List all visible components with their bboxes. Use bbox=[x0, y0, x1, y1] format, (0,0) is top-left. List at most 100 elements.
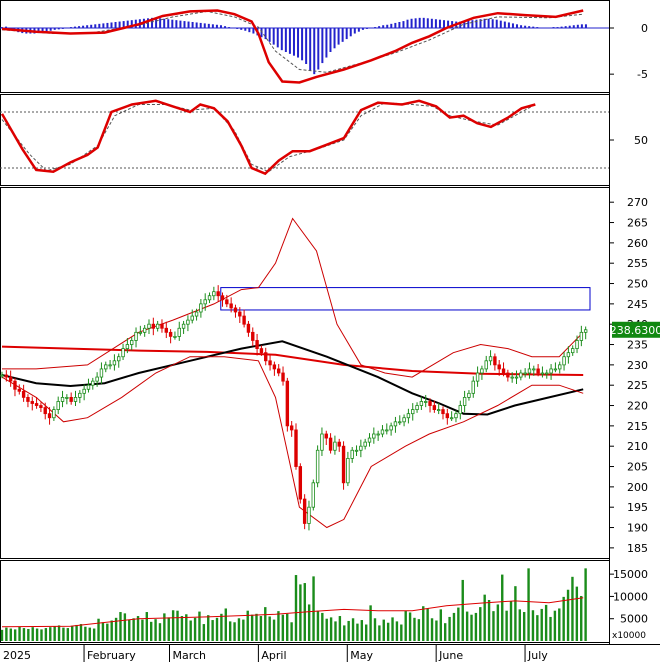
volume-bar bbox=[553, 610, 557, 641]
volume-bar bbox=[443, 623, 447, 641]
volume-bar bbox=[53, 626, 56, 641]
candle-body bbox=[527, 368, 532, 374]
volume-bar bbox=[307, 604, 311, 641]
volume-bar bbox=[417, 619, 421, 641]
candle-body bbox=[532, 368, 536, 371]
bollinger-lower-band bbox=[1, 356, 584, 529]
volume-bar bbox=[408, 612, 412, 641]
candle-body bbox=[441, 409, 445, 415]
volume-bar bbox=[457, 607, 460, 641]
volume-bar bbox=[294, 575, 298, 641]
volume-bar bbox=[509, 601, 513, 641]
volume-bar bbox=[382, 619, 385, 641]
volume-bar bbox=[171, 610, 175, 641]
volume-bar bbox=[259, 616, 263, 641]
bollinger-upper-band bbox=[2, 217, 584, 378]
price-tick-label: 225 bbox=[627, 379, 648, 392]
candle-body bbox=[216, 291, 220, 297]
volume-bar bbox=[255, 613, 258, 641]
candle-body bbox=[285, 380, 290, 427]
candle-body bbox=[91, 380, 95, 386]
volume-bar bbox=[571, 576, 574, 641]
volume-bar bbox=[566, 589, 570, 641]
candle-body bbox=[203, 299, 207, 305]
volume-bar bbox=[250, 614, 254, 641]
candle-body bbox=[506, 372, 510, 378]
price-tick-label: 220 bbox=[627, 400, 648, 413]
volume-bar bbox=[167, 617, 170, 641]
candle-body bbox=[99, 368, 104, 378]
volume-bar bbox=[272, 619, 276, 641]
x-axis: 2025 February March April May June July bbox=[3, 644, 548, 662]
candle-body bbox=[86, 384, 91, 390]
volume-bar bbox=[268, 616, 271, 641]
volume-bar bbox=[207, 615, 210, 641]
stochastic-panel: 50 bbox=[0, 99, 648, 176]
volume-bar bbox=[106, 623, 109, 641]
candle-body bbox=[272, 364, 277, 370]
volume-bar bbox=[378, 625, 381, 641]
volume-panel: 15000 10000 5000 x10000 bbox=[0, 568, 648, 641]
candle-body bbox=[60, 396, 65, 402]
volume-bar bbox=[413, 617, 416, 641]
candle-body bbox=[207, 295, 212, 301]
volume-bar bbox=[531, 610, 535, 641]
candle-body bbox=[43, 407, 47, 415]
price-tick-label: 260 bbox=[627, 237, 648, 250]
candle-body bbox=[233, 307, 238, 313]
candle-body bbox=[389, 425, 393, 431]
candle-body bbox=[549, 368, 553, 374]
candle-body bbox=[281, 372, 285, 382]
volume-bar bbox=[465, 611, 469, 641]
candle-body bbox=[302, 498, 307, 524]
volume-bar bbox=[329, 617, 333, 641]
candle-body bbox=[359, 445, 363, 451]
price-tick-label: 195 bbox=[627, 501, 648, 514]
candle-body bbox=[39, 405, 43, 408]
price-tick-label: 205 bbox=[627, 461, 648, 474]
volume-tick-label: 5000 bbox=[620, 613, 648, 626]
candle-body bbox=[393, 421, 398, 427]
volume-bar bbox=[163, 613, 166, 641]
candle-body bbox=[264, 352, 268, 362]
volume-bar bbox=[237, 618, 241, 641]
candle-body bbox=[95, 376, 99, 382]
volume-bar bbox=[110, 620, 113, 641]
macd-line bbox=[1, 9, 584, 84]
candle-body bbox=[333, 441, 337, 451]
candle-body bbox=[130, 340, 134, 345]
candle-body bbox=[445, 413, 450, 419]
candle-body bbox=[458, 405, 462, 415]
volume-bar bbox=[44, 628, 48, 641]
volume-bar bbox=[518, 609, 521, 641]
candle-body bbox=[168, 331, 173, 337]
candle-body bbox=[579, 331, 584, 341]
volume-bar bbox=[347, 620, 350, 641]
candle-body bbox=[566, 352, 571, 358]
volume-bar bbox=[492, 611, 495, 641]
volume-bar bbox=[479, 607, 482, 641]
volume-bar bbox=[79, 624, 83, 641]
volume-bar bbox=[132, 618, 135, 641]
candle-body bbox=[523, 372, 527, 375]
volume-bar bbox=[404, 610, 407, 641]
volume-bar bbox=[527, 568, 530, 641]
month-label: April bbox=[261, 649, 286, 662]
candle-body bbox=[372, 433, 376, 439]
candle-body bbox=[354, 449, 359, 452]
candle-body bbox=[0, 374, 4, 377]
price-tick-label: 210 bbox=[627, 440, 648, 453]
candle-body bbox=[346, 457, 350, 484]
candle-body bbox=[298, 466, 303, 500]
candle-body bbox=[134, 331, 138, 341]
volume-bar bbox=[228, 621, 232, 641]
candle-body bbox=[138, 331, 143, 334]
price-tick-label: 250 bbox=[627, 278, 648, 291]
candle-body bbox=[484, 360, 488, 370]
volume-bar bbox=[75, 624, 78, 641]
volume-bar bbox=[448, 616, 451, 641]
volume-bar bbox=[224, 608, 227, 641]
volume-bar bbox=[31, 627, 34, 641]
volume-bar bbox=[575, 586, 579, 641]
volume-bar bbox=[483, 594, 486, 641]
